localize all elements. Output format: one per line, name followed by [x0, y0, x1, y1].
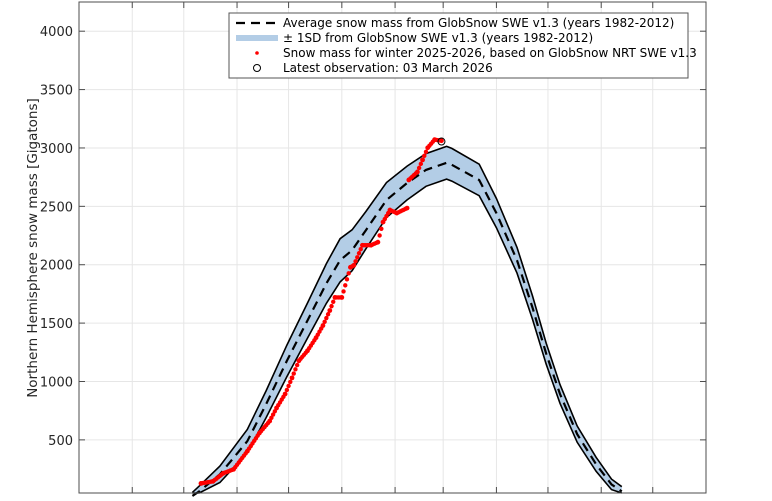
mean-dashed-line [191, 161, 623, 497]
sd-band-area [192, 146, 622, 493]
nrt-data-point [416, 165, 422, 171]
nrt-data-point [341, 289, 346, 294]
legend-mean-label: Average snow mass from GlobSnow SWE v1.3… [283, 16, 674, 30]
latest-observation [437, 137, 446, 146]
nrt-data-point [415, 169, 420, 175]
nrt-data-point [375, 239, 381, 245]
nrt-data-point [291, 371, 296, 376]
nrt-data-point [324, 315, 329, 321]
legend-band-label: ± 1SD from GlobSnow SWE v1.3 (years 1982… [283, 31, 593, 45]
nrt-data-point [284, 387, 290, 393]
y-tick-label: 4000 [40, 25, 73, 40]
y-tick-label: 2500 [40, 200, 73, 215]
sd-band [191, 145, 623, 494]
nrt-data-point [353, 259, 358, 264]
nrt-data-point [320, 323, 326, 328]
axis-ticks [79, 2, 706, 493]
plot-frame [78, 1, 707, 494]
nrt-data-point [355, 255, 360, 260]
nrt-data-point [282, 391, 288, 397]
y-tick-label: 500 [48, 434, 73, 449]
nrt-data-point [325, 312, 331, 317]
nrt-data-point [289, 375, 295, 381]
legend-nrt-label: Snow mass for winter 2025-2026, based on… [283, 46, 697, 60]
latest-observation-marker [437, 137, 446, 146]
nrt-data-point [420, 157, 425, 163]
nrt-data-point [339, 295, 345, 300]
nrt-data-point [293, 367, 298, 372]
y-tick-labels: 500 1000 1500 2000 2500 3000 3500 4000 [40, 25, 73, 449]
nrt-data-point [422, 153, 427, 159]
nrt-data-point [404, 205, 410, 211]
nrt-data-point [270, 412, 276, 417]
legend-box [228, 12, 689, 79]
nrt-data-point [377, 233, 382, 238]
nrt-data-point [327, 308, 333, 313]
nrt-data-point [331, 299, 336, 304]
legend-latest-swatch [253, 64, 261, 72]
nrt-dots [198, 137, 444, 486]
nrt-data-point [358, 247, 363, 252]
y-tick-label: 3500 [40, 84, 73, 99]
sd-lower-line [192, 178, 623, 494]
nrt-data-point [322, 319, 327, 324]
sd-upper-line [191, 145, 623, 493]
legend: Average snow mass from GlobSnow SWE v1.3… [228, 12, 697, 79]
nrt-data-point [418, 161, 424, 167]
nrt-data-point [346, 271, 351, 276]
nrt-data-point [356, 251, 362, 256]
nrt-data-point [423, 149, 429, 154]
y-tick-label: 1000 [40, 375, 73, 390]
y-tick-label: 2000 [40, 259, 73, 274]
legend-latest-label: Latest observation: 03 March 2026 [283, 61, 493, 75]
nrt-data-point [294, 362, 300, 368]
nrt-data-point [379, 226, 384, 231]
legend-nrt-swatch [255, 51, 259, 55]
nrt-data-point [344, 277, 350, 282]
nrt-data-point [269, 415, 274, 421]
mean-line [191, 161, 623, 497]
nrt-data-point [439, 138, 444, 144]
y-tick-label: 3000 [40, 142, 73, 157]
nrt-data-point [351, 262, 357, 268]
y-tick-label: 1500 [40, 317, 73, 332]
nrt-data-point [286, 383, 291, 389]
nrt-data-point [343, 283, 348, 288]
nrt-data-point [329, 303, 334, 309]
nrt-data-point [288, 379, 293, 385]
y-axis-label: Northern Hemisphere snow mass [Gigatons] [25, 98, 41, 398]
